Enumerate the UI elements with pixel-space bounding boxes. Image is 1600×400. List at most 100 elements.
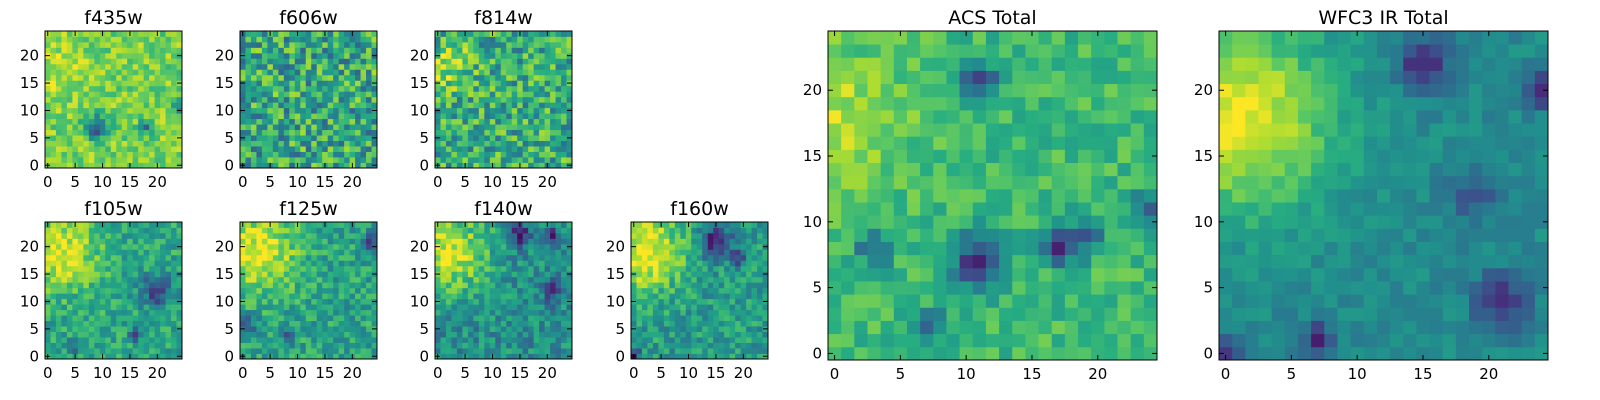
heatmap-cell	[333, 41, 340, 48]
heatmap-cell	[500, 129, 507, 136]
heatmap-cell	[696, 326, 703, 332]
heatmap-cell	[555, 353, 562, 360]
heatmap-cell	[55, 276, 62, 283]
heatmap-cell	[511, 124, 518, 131]
heatmap-cell	[132, 91, 139, 98]
heatmap-cell	[641, 298, 648, 305]
heatmap-cell	[893, 228, 908, 242]
heatmap-cell	[484, 271, 491, 278]
heatmap-cell	[316, 254, 323, 261]
heatmap-cell	[149, 222, 155, 228]
heatmap-cell	[316, 298, 323, 305]
heatmap-cell	[652, 298, 659, 305]
heatmap-cell	[143, 342, 150, 349]
heatmap-cell	[500, 146, 507, 152]
heatmap-cell	[713, 320, 720, 327]
heatmap-cell	[267, 265, 274, 272]
heatmap-cell	[316, 342, 323, 349]
heatmap-cell	[171, 113, 177, 120]
heatmap-cell	[360, 249, 367, 256]
heatmap-cell	[344, 276, 350, 283]
heatmap-cell	[478, 315, 485, 322]
heatmap-cell	[366, 227, 372, 234]
heatmap-cell	[566, 348, 573, 354]
heatmap-cell	[245, 118, 252, 125]
heatmap-cell	[555, 315, 562, 322]
heatmap-cell	[127, 260, 134, 267]
heatmap-cell	[478, 146, 485, 152]
heatmap-cell	[316, 326, 323, 332]
heatmap-cell	[289, 102, 296, 109]
heatmap-cell	[435, 342, 441, 349]
heatmap-cell	[555, 140, 562, 147]
heatmap-cell	[143, 118, 150, 125]
heatmap-cell	[707, 315, 714, 322]
heatmap-cell	[685, 232, 692, 239]
heatmap-cell	[283, 320, 290, 327]
heatmap-cell	[985, 294, 1000, 308]
heatmap-cell	[906, 202, 921, 216]
heatmap-cell	[484, 124, 491, 131]
heatmap-cell	[484, 353, 491, 360]
heatmap-cell	[933, 215, 947, 229]
heatmap-cell	[305, 157, 312, 163]
heatmap-cell	[333, 309, 340, 316]
heatmap-cell	[267, 298, 274, 305]
heatmap-cell	[294, 129, 301, 136]
heatmap-cell	[349, 135, 356, 141]
heatmap-cell	[1117, 228, 1132, 242]
heatmap-cell	[1051, 267, 1066, 282]
heatmap-cell	[327, 315, 334, 322]
heatmap-cell	[316, 146, 323, 152]
heatmap-cell	[467, 36, 474, 43]
heatmap-cell	[1117, 188, 1132, 203]
heatmap-cell	[311, 91, 318, 98]
x-tick-label: 20	[148, 173, 167, 191]
heatmap-cell	[702, 309, 709, 316]
heatmap-cell	[467, 41, 474, 48]
heatmap-cell	[658, 298, 665, 305]
heatmap-cell	[467, 271, 474, 278]
heatmap-cell	[138, 282, 145, 289]
heatmap-cell	[718, 348, 725, 354]
heatmap-cell	[138, 271, 145, 278]
heatmap-cell	[132, 342, 139, 349]
heatmap-cell	[506, 96, 513, 103]
heatmap-cell	[278, 238, 285, 245]
heatmap-cell	[327, 293, 334, 300]
heatmap-cell	[724, 238, 731, 245]
heatmap-cell	[94, 69, 101, 76]
heatmap-cell	[506, 157, 513, 163]
heatmap-cell	[828, 267, 842, 282]
heatmap-cell	[1143, 320, 1158, 335]
heatmap-cell	[1025, 162, 1039, 177]
x-tick-label: 10	[93, 364, 112, 382]
heatmap-cell	[451, 58, 458, 65]
heatmap-cell	[127, 41, 134, 48]
heatmap-cell	[371, 41, 378, 48]
heatmap-cell	[522, 151, 529, 158]
heatmap-cell	[143, 320, 150, 327]
heatmap-cell	[478, 107, 485, 114]
heatmap-cell	[522, 162, 529, 169]
heatmap-cell	[143, 304, 150, 311]
heatmap-cell	[72, 140, 79, 147]
heatmap-cell	[261, 315, 268, 322]
heatmap-cell	[94, 36, 101, 43]
heatmap-cell	[561, 151, 567, 158]
heatmap-cell	[143, 326, 150, 332]
heatmap-cell	[338, 320, 345, 327]
heatmap-cell	[533, 260, 540, 267]
heatmap-cell	[272, 260, 279, 267]
heatmap-cell	[1025, 228, 1039, 242]
heatmap-cell	[517, 69, 524, 76]
heatmap-cell	[66, 135, 73, 141]
heatmap-cell	[746, 287, 752, 294]
heatmap-cell	[456, 74, 463, 81]
heatmap-cell	[489, 118, 496, 125]
heatmap-cell	[45, 113, 51, 120]
heatmap-cell	[272, 80, 279, 87]
heatmap-cell	[105, 276, 112, 283]
heatmap-cell	[322, 102, 329, 109]
heatmap-cell	[83, 31, 90, 37]
